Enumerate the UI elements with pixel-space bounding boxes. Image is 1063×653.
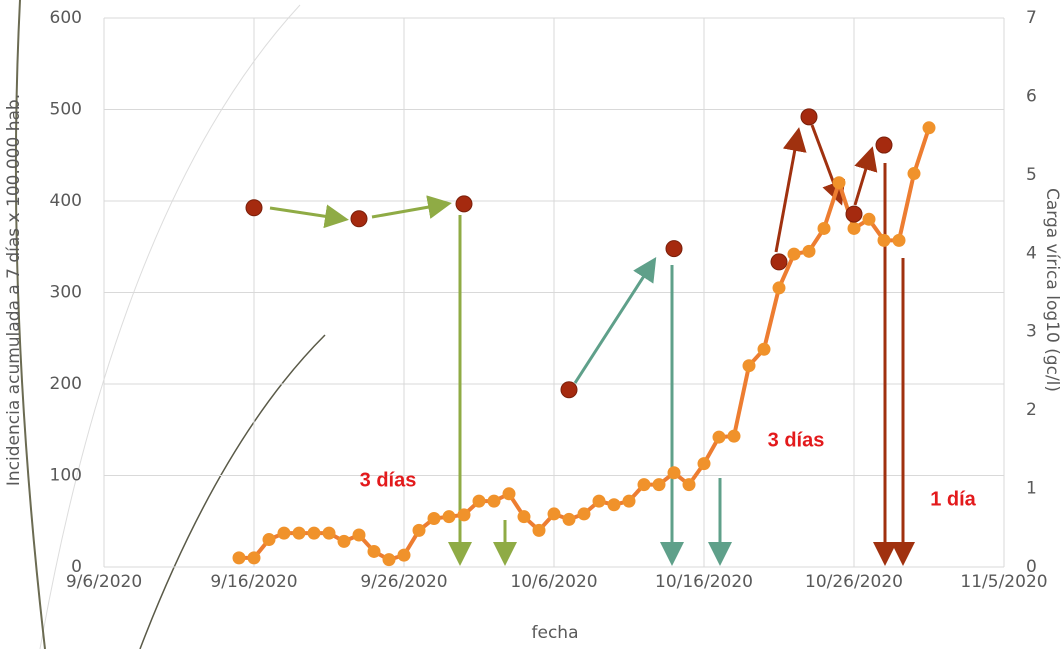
y-tick-label: 200 — [50, 374, 82, 394]
data-point — [593, 495, 606, 508]
data-point — [846, 206, 862, 222]
arrow — [855, 152, 871, 205]
data-point — [788, 248, 801, 261]
data-point — [833, 176, 846, 189]
data-point — [713, 431, 726, 444]
x-tick-label: 9/26/2020 — [360, 572, 447, 592]
data-point — [456, 196, 472, 212]
data-point — [533, 524, 546, 537]
grid — [104, 18, 1004, 567]
data-point — [653, 478, 666, 491]
data-point — [668, 466, 681, 479]
data-point — [248, 551, 261, 564]
arrows — [270, 125, 903, 560]
y-tick-label: 400 — [50, 191, 82, 211]
data-point — [818, 222, 831, 235]
x-axis-title: fecha — [532, 623, 579, 643]
chart: 3 días 3 días 1 día fecha Incidencia acu… — [0, 0, 1063, 649]
data-point — [876, 137, 892, 153]
y2-axis-title: Carga vírica log10 (gc/l) — [1042, 188, 1062, 392]
data-point — [923, 121, 936, 134]
data-point — [263, 533, 276, 546]
y2-tick-label: 5 — [1026, 165, 1037, 185]
data-point — [683, 478, 696, 491]
data-point — [623, 495, 636, 508]
y-tick-label: 100 — [50, 466, 82, 486]
annotation: 3 días — [768, 429, 825, 451]
data-point — [278, 527, 291, 540]
arrow — [270, 208, 343, 219]
x-tick-label: 9/16/2020 — [210, 572, 297, 592]
arrow — [776, 133, 798, 252]
y2-tick-label: 6 — [1026, 86, 1037, 106]
decor-curve — [140, 335, 325, 649]
data-point — [338, 535, 351, 548]
data-point — [518, 510, 531, 523]
data-point — [368, 545, 381, 558]
data-point — [398, 549, 411, 562]
series-line — [239, 128, 929, 560]
data-point — [563, 513, 576, 526]
annotation: 3 días — [360, 469, 417, 491]
data-point — [351, 211, 367, 227]
data-point — [293, 527, 306, 540]
page: {"chart_data": {"type": "line", "x_label… — [0, 0, 1063, 653]
data-point — [878, 234, 891, 247]
data-point — [893, 234, 906, 247]
data-point — [578, 507, 591, 520]
y-tick-label: 300 — [50, 283, 82, 303]
x-tick-label: 9/6/2020 — [66, 572, 142, 592]
data-point — [863, 213, 876, 226]
arrow — [372, 204, 446, 217]
x-tick-label: 10/6/2020 — [510, 572, 597, 592]
data-point — [848, 222, 861, 235]
y2-tick-label: 7 — [1026, 8, 1037, 28]
x-tick-label: 11/5/2020 — [960, 572, 1047, 592]
data-point — [443, 510, 456, 523]
data-point — [771, 254, 787, 270]
data-point — [908, 167, 921, 180]
y2-tick-label: 2 — [1026, 400, 1037, 420]
data-point — [561, 382, 577, 398]
data-point — [458, 508, 471, 521]
data-point — [548, 507, 561, 520]
data-point — [803, 245, 816, 258]
data-point — [773, 281, 786, 294]
data-point — [608, 498, 621, 511]
data-point — [758, 343, 771, 356]
data-point — [743, 359, 756, 372]
y-tick-label: 600 — [50, 8, 82, 28]
data-point — [488, 495, 501, 508]
data-point — [698, 457, 711, 470]
data-point — [801, 109, 817, 125]
data-point — [308, 527, 321, 540]
y2-tick-label: 3 — [1026, 322, 1037, 342]
data-point — [353, 528, 366, 541]
data-point — [503, 487, 516, 500]
data-point — [666, 241, 682, 257]
y-tick-label: 500 — [50, 100, 82, 120]
annotation: 1 día — [930, 488, 976, 510]
data-point — [728, 430, 741, 443]
data-point — [473, 495, 486, 508]
y-axis-title: Incidencia acumulada a 7 días x 100.000 … — [4, 94, 24, 486]
data-point — [638, 478, 651, 491]
data-point — [246, 200, 262, 216]
data-point — [323, 527, 336, 540]
data-point — [233, 551, 246, 564]
x-tick-label: 10/16/2020 — [655, 572, 753, 592]
y2-tick-label: 4 — [1026, 243, 1037, 263]
x-tick-label: 10/26/2020 — [805, 572, 903, 592]
data-point — [428, 512, 441, 525]
y2-tick-label: 1 — [1026, 479, 1037, 499]
data-point — [413, 524, 426, 537]
data-point — [383, 553, 396, 566]
arrow — [575, 262, 653, 383]
